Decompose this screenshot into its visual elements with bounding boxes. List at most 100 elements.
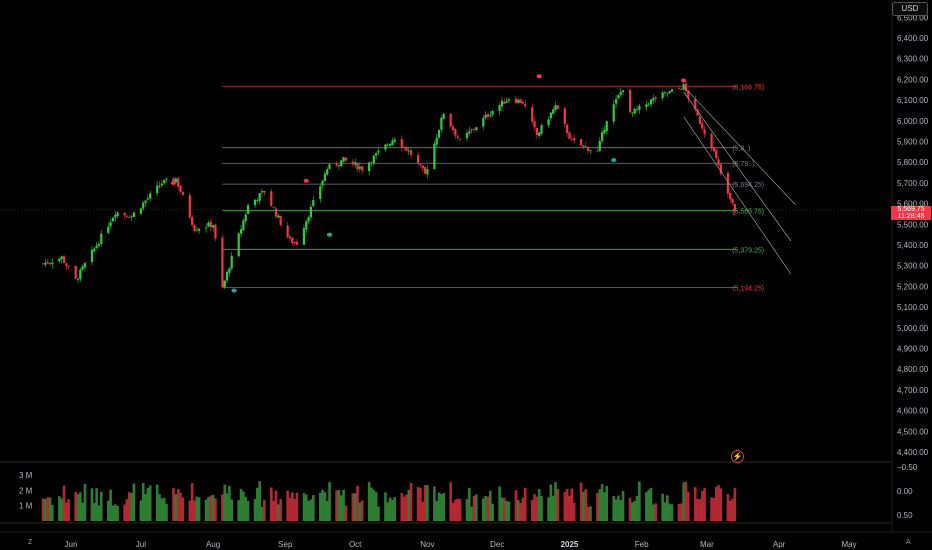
candle-body bbox=[76, 278, 80, 280]
candle-body bbox=[612, 104, 615, 122]
candle-body bbox=[191, 216, 194, 225]
volume-bar bbox=[647, 489, 650, 521]
candle-body bbox=[90, 249, 94, 262]
x-tick-label: May bbox=[841, 540, 856, 549]
volume-bar bbox=[652, 504, 655, 521]
channel-line[interactable] bbox=[683, 91, 792, 242]
volume-bar bbox=[491, 503, 494, 521]
candle-body bbox=[181, 191, 184, 195]
fib-level-label: (6,166.75) bbox=[732, 84, 764, 91]
event-bolt-icon[interactable]: ⚡ bbox=[731, 450, 744, 463]
candle-body bbox=[416, 155, 420, 163]
volume-bar bbox=[377, 506, 380, 521]
candle-body bbox=[258, 192, 261, 201]
volume-bar bbox=[521, 497, 525, 521]
volume-bar bbox=[421, 501, 425, 521]
fib-level-label: (5,79..) bbox=[732, 161, 754, 168]
y-tick-label: 5,700.00 bbox=[897, 179, 929, 188]
volume-bar bbox=[465, 499, 469, 521]
volume-bar bbox=[204, 499, 208, 521]
volume-bar bbox=[502, 497, 506, 521]
timezone-toggle[interactable]: Z bbox=[28, 539, 33, 546]
volume-bar bbox=[645, 492, 648, 521]
candle-body bbox=[74, 266, 77, 279]
candle-body bbox=[179, 185, 182, 192]
signal-marker bbox=[231, 288, 237, 293]
candle-body bbox=[715, 150, 718, 159]
candle-body bbox=[60, 256, 63, 260]
y-tick-label: 6,300.00 bbox=[897, 55, 929, 64]
signal-marker bbox=[611, 158, 617, 163]
x-tick-label: Dec bbox=[490, 540, 504, 549]
candle-body bbox=[475, 127, 478, 131]
volume-bar bbox=[272, 500, 275, 521]
volume-bar bbox=[270, 487, 273, 521]
volume-bar bbox=[488, 490, 492, 521]
channel-line[interactable] bbox=[683, 116, 792, 275]
candle-body bbox=[405, 146, 408, 151]
channel-line[interactable] bbox=[683, 86, 796, 205]
volume-bar bbox=[498, 486, 501, 521]
volume-bar bbox=[132, 483, 136, 521]
volume-bar bbox=[109, 489, 112, 521]
candle-body bbox=[500, 100, 504, 107]
x-tick-label: Jun bbox=[65, 540, 78, 549]
candle-body bbox=[207, 222, 210, 227]
volume-bar bbox=[253, 499, 257, 521]
volume-bar bbox=[176, 489, 180, 521]
volume-bar bbox=[530, 499, 534, 521]
volume-bar bbox=[423, 485, 427, 521]
signal-marker bbox=[170, 180, 177, 185]
candle-body bbox=[621, 90, 625, 93]
auto-scale-toggle[interactable]: A bbox=[906, 539, 911, 546]
volume-bar bbox=[654, 503, 657, 521]
candle-body bbox=[209, 222, 212, 228]
volume-bar bbox=[111, 505, 115, 521]
volume-bar bbox=[95, 488, 98, 521]
candle-body bbox=[393, 139, 396, 142]
volume-bar bbox=[356, 485, 359, 521]
currency-button[interactable]: USD bbox=[892, 2, 928, 16]
volume-bar bbox=[130, 492, 133, 521]
volume-bar bbox=[92, 502, 96, 521]
candle-body bbox=[421, 165, 424, 169]
fib-level-label: (5,565.75) bbox=[732, 209, 764, 216]
candle-body bbox=[451, 126, 455, 130]
candle-body bbox=[228, 268, 231, 273]
y-tick-label: 5,800.00 bbox=[897, 158, 929, 167]
candle-body bbox=[305, 221, 308, 230]
volume-bar bbox=[693, 487, 697, 521]
volume-bar bbox=[228, 486, 231, 521]
candle-body bbox=[97, 243, 101, 247]
y-tick-label: 5,300.00 bbox=[897, 262, 929, 271]
candle-body bbox=[649, 99, 653, 105]
volume-bar bbox=[663, 502, 667, 521]
volume-bar bbox=[190, 483, 194, 521]
volume-bar bbox=[481, 498, 485, 521]
candle-body bbox=[710, 133, 713, 149]
volume-bar bbox=[162, 497, 166, 521]
candle-body bbox=[44, 262, 47, 265]
candle-body bbox=[144, 200, 147, 203]
candle-body bbox=[661, 92, 664, 99]
volume-bar bbox=[635, 496, 639, 521]
volume-bar bbox=[405, 494, 408, 521]
candle-body bbox=[58, 258, 61, 262]
volume-bar bbox=[686, 491, 690, 521]
volume-bar bbox=[67, 499, 70, 521]
volume-bar bbox=[456, 498, 459, 521]
candle-body bbox=[472, 129, 476, 130]
volume-bar bbox=[279, 499, 282, 521]
candle-body bbox=[100, 233, 103, 245]
volume-bar bbox=[193, 500, 196, 521]
candle-body bbox=[139, 208, 142, 214]
candle-body bbox=[111, 217, 115, 222]
candle-body bbox=[617, 95, 620, 99]
candle-body bbox=[337, 165, 340, 167]
candle-body bbox=[580, 139, 583, 146]
candle-body bbox=[128, 216, 131, 218]
candle-body bbox=[130, 216, 133, 218]
candle-body bbox=[79, 269, 82, 280]
volume-bar bbox=[500, 497, 504, 521]
